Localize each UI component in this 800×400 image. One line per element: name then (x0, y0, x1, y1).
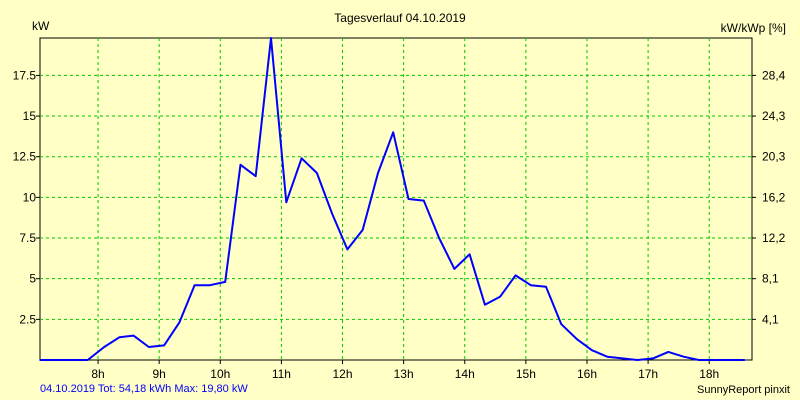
daily-summary: 04.10.2019 Tot: 54,18 kWh Max: 19,80 kW (40, 383, 248, 395)
x-tick-label: 18h (699, 367, 719, 381)
data-point (453, 268, 456, 270)
data-point (103, 346, 105, 348)
data-point (178, 321, 181, 324)
data-point (316, 172, 318, 174)
left-y-axis-label: kW (32, 19, 50, 33)
x-axis-ticks: 8h 9h 10h 11h 12h 13h 14h 15h 16h 17h 18h (91, 360, 719, 381)
data-point (270, 37, 272, 39)
right-y-tick-label: 16,2 (762, 190, 786, 204)
left-y-axis-ticks: 2.5 5 7.5 10 12.5 15 17.5 (13, 68, 40, 326)
data-point (682, 355, 685, 358)
data-point (407, 198, 410, 200)
x-tick-label: 14h (455, 367, 475, 381)
x-tick-label: 16h (577, 367, 597, 381)
data-point (575, 338, 578, 340)
data-point (132, 334, 135, 337)
data-point (239, 164, 242, 166)
data-point (346, 248, 349, 251)
data-point (621, 357, 624, 360)
data-point (438, 237, 440, 239)
right-y-tick-label: 12,2 (762, 231, 786, 245)
data-point (423, 199, 425, 202)
left-y-tick-label: 15 (23, 109, 37, 123)
horizontal-gridlines (40, 74, 752, 320)
data-point (652, 357, 654, 360)
data-point (560, 323, 563, 326)
data-point (529, 284, 532, 286)
data-point (377, 172, 379, 174)
x-tick-label: 8h (91, 367, 104, 381)
data-point (254, 175, 257, 178)
data-point (484, 303, 486, 306)
left-y-tick-label: 2.5 (19, 312, 36, 326)
data-point (499, 295, 502, 298)
data-point (728, 359, 731, 361)
data-point (591, 349, 593, 352)
x-tick-label: 9h (152, 367, 165, 381)
data-point (71, 359, 74, 361)
data-point (361, 229, 364, 231)
chart-title: Tagesverlauf 04.10.2019 (334, 11, 466, 25)
right-y-tick-label: 20,3 (762, 150, 786, 164)
x-tick-label: 12h (333, 367, 353, 381)
left-y-tick-label: 12.5 (13, 150, 37, 164)
data-point (285, 201, 288, 204)
left-y-tick-label: 7.5 (19, 231, 36, 245)
x-tick-label: 11h (272, 367, 291, 381)
data-point (514, 274, 517, 277)
data-point (209, 284, 211, 286)
x-tick-label: 10h (210, 367, 230, 381)
plot-area (39, 37, 753, 361)
data-point (713, 359, 715, 361)
right-y-tick-label: 24,3 (762, 109, 786, 123)
right-y-tick-label: 28,4 (762, 68, 786, 82)
data-point (606, 355, 608, 358)
data-point (56, 359, 58, 361)
data-point (86, 359, 89, 361)
left-y-tick-label: 17.5 (13, 68, 37, 82)
x-tick-label: 15h (516, 367, 536, 381)
x-tick-label: 13h (394, 367, 414, 381)
data-point (331, 212, 333, 215)
right-y-tick-label: 4,1 (762, 312, 779, 326)
x-tick-label: 17h (638, 367, 658, 381)
left-y-tick-label: 10 (23, 190, 37, 204)
data-point (468, 253, 471, 256)
data-point (300, 157, 303, 160)
right-y-axis-label: kW/kWp [%] (720, 21, 786, 35)
data-point (147, 346, 150, 348)
right-y-axis-ticks: 4,1 8,1 12,2 16,2 20,3 24,3 28,4 (752, 68, 786, 326)
data-point (545, 286, 547, 288)
report-credit: SunnyReport pinxit (697, 384, 790, 396)
data-point (163, 344, 165, 347)
data-point (743, 359, 746, 361)
data-point (39, 359, 41, 361)
data-point (636, 359, 639, 361)
data-point (118, 336, 121, 339)
left-y-tick-label: 5 (29, 272, 36, 286)
data-point (667, 351, 670, 353)
right-y-tick-label: 8,1 (762, 272, 779, 286)
power-series-points (39, 37, 746, 361)
data-point (193, 284, 196, 286)
data-point (698, 359, 700, 361)
data-point (224, 281, 226, 283)
data-point (392, 131, 395, 134)
